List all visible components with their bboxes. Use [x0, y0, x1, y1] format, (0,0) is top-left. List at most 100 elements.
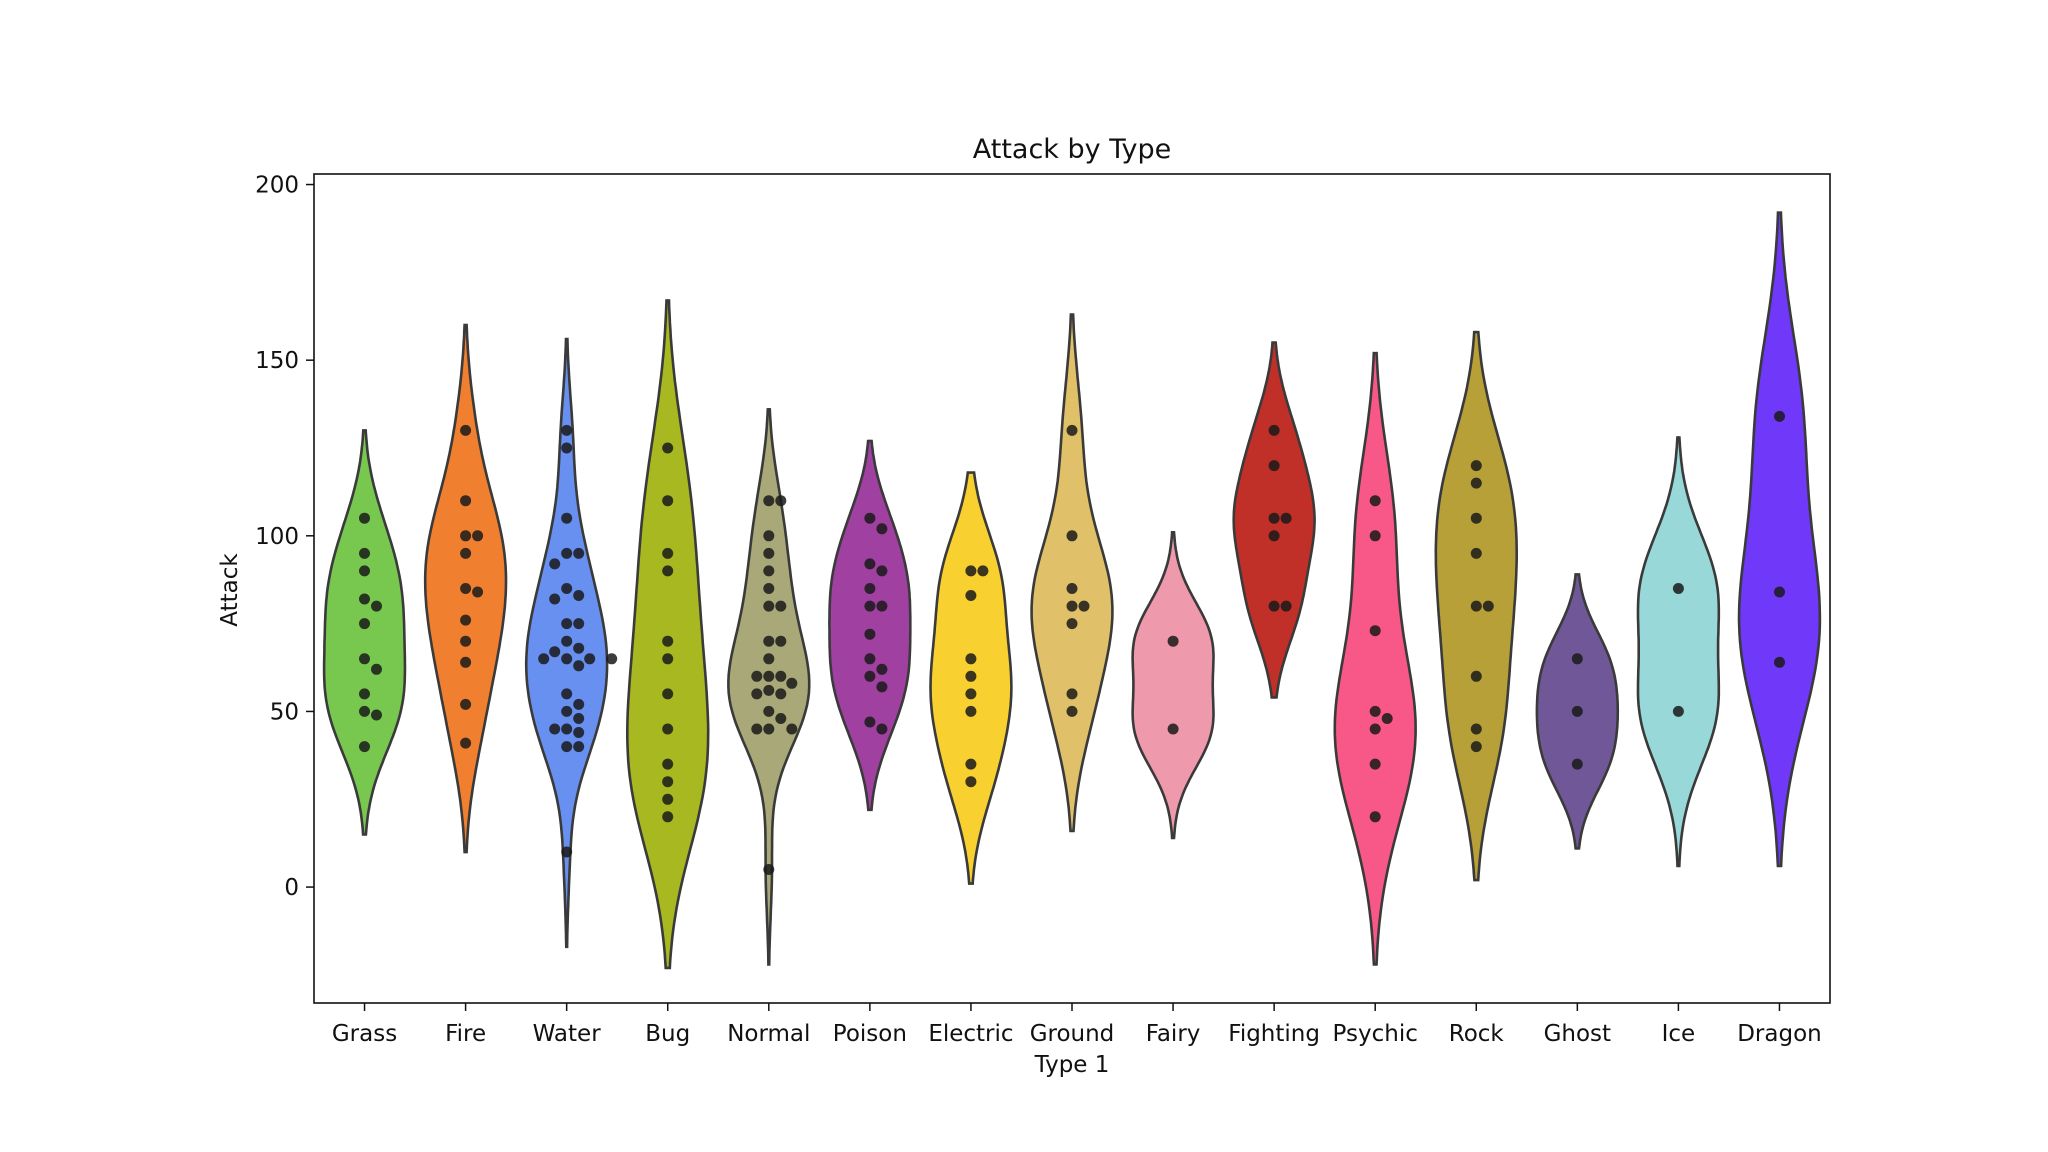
data-point [359, 653, 370, 665]
data-point [1066, 705, 1078, 717]
y-tick-label: 150 [255, 348, 299, 374]
x-tick-label: Bug [645, 1021, 690, 1047]
data-point [965, 670, 977, 682]
data-point [1470, 547, 1482, 559]
data-point [460, 547, 472, 559]
data-point [359, 565, 370, 577]
data-point [1066, 530, 1078, 542]
data-point [662, 758, 674, 770]
data-point [1268, 512, 1280, 524]
data-point [460, 635, 472, 647]
data-point [1482, 600, 1494, 612]
data-point [1381, 713, 1393, 724]
data-point [371, 709, 382, 721]
data-point [359, 618, 370, 630]
data-point [1268, 530, 1280, 542]
data-point [1470, 741, 1482, 753]
data-point [1369, 530, 1381, 542]
data-point [561, 653, 573, 665]
data-point [606, 653, 618, 665]
data-point [775, 600, 787, 612]
data-point [965, 758, 977, 770]
data-point [965, 705, 977, 717]
data-point [965, 653, 977, 665]
data-point [359, 688, 370, 700]
data-point [876, 723, 888, 735]
data-point [573, 713, 585, 724]
data-point [662, 442, 674, 454]
data-point [549, 723, 561, 735]
data-point [763, 547, 775, 559]
violin-bug [626, 299, 710, 970]
data-point [662, 688, 674, 700]
data-point [1774, 656, 1785, 668]
data-point [662, 653, 674, 665]
data-point [1774, 410, 1785, 422]
data-point [864, 583, 876, 594]
data-point [662, 565, 674, 577]
data-point [460, 656, 472, 668]
data-point [763, 864, 775, 875]
data-point [561, 741, 573, 753]
data-point [460, 614, 472, 626]
violin-psychic [1333, 351, 1417, 966]
data-point [1167, 723, 1179, 735]
data-point [965, 776, 977, 788]
data-point [573, 727, 585, 738]
data-point [472, 530, 484, 542]
x-axis: Grass Fire Water Bug Normal Poison Electric Gro… [332, 1003, 1822, 1047]
data-point [786, 723, 798, 735]
data-point [584, 653, 596, 665]
data-point [1066, 583, 1078, 594]
data-point [763, 705, 775, 717]
data-point [549, 593, 561, 605]
data-point [864, 628, 876, 640]
x-tick-label: Ghost [1544, 1021, 1611, 1047]
data-point [763, 495, 775, 507]
data-point [751, 688, 763, 700]
data-point [1066, 600, 1078, 612]
data-point [662, 811, 674, 823]
data-point [359, 547, 370, 559]
data-point [460, 530, 472, 542]
data-point [1369, 705, 1381, 717]
y-tick-label: 200 [255, 173, 299, 199]
data-point [763, 583, 775, 594]
data-point [1470, 460, 1482, 472]
data-point [775, 713, 787, 724]
data-point [1470, 477, 1482, 489]
data-point [573, 547, 585, 559]
data-point [359, 741, 370, 753]
data-point [864, 558, 876, 570]
data-point [864, 716, 876, 728]
data-point [1571, 653, 1583, 665]
data-point [876, 663, 888, 675]
data-point [561, 618, 573, 630]
data-point [561, 723, 573, 735]
data-point [460, 583, 472, 594]
data-point [1268, 460, 1280, 472]
x-tick-label: Psychic [1333, 1021, 1418, 1047]
x-tick-label: Fighting [1228, 1021, 1320, 1047]
y-axis: 0 50 100 150 200 [255, 173, 314, 901]
data-point [763, 600, 775, 612]
data-point [763, 565, 775, 577]
data-point [763, 530, 775, 542]
data-point [1268, 424, 1280, 436]
data-point [864, 600, 876, 612]
data-point [538, 653, 550, 665]
data-point [1167, 635, 1179, 647]
data-point [573, 642, 585, 654]
data-point [1672, 583, 1684, 594]
data-point [1369, 723, 1381, 735]
data-point [460, 424, 472, 436]
data-point [1066, 424, 1078, 436]
data-point [371, 600, 382, 612]
data-point [561, 424, 573, 436]
data-point [662, 793, 674, 805]
data-point [561, 635, 573, 647]
x-axis-label: Type 1 [1034, 1052, 1110, 1078]
y-axis-label: Attack [217, 553, 243, 627]
y-tick-label: 100 [255, 524, 299, 550]
data-point [359, 593, 370, 605]
